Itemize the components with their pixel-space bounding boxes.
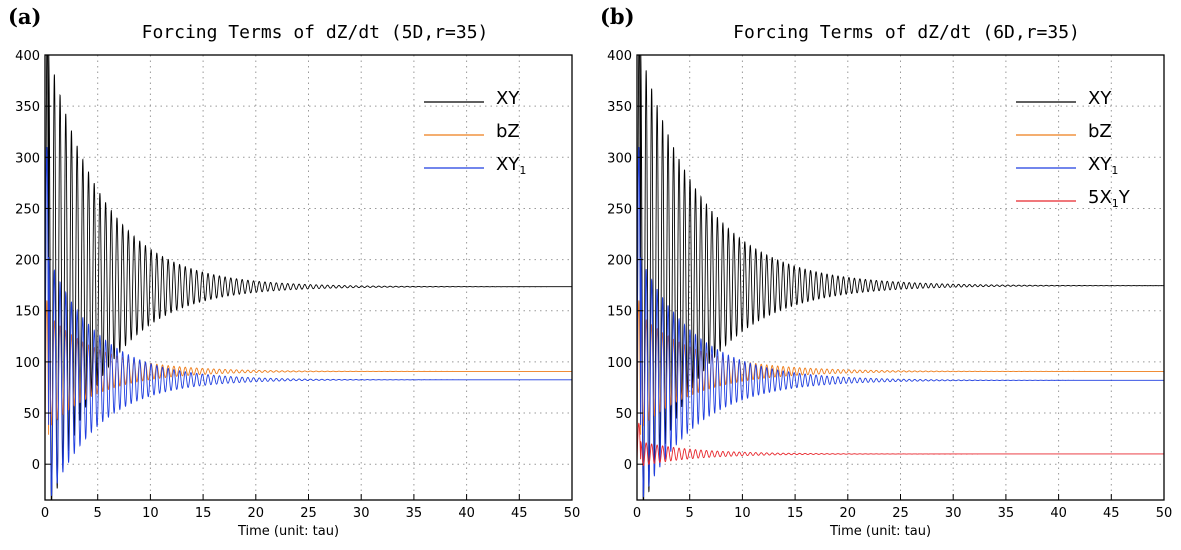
y-tick-label: 250	[607, 202, 632, 217]
x-tick-label: 35	[406, 506, 423, 521]
x-tick-label: 50	[1156, 506, 1173, 521]
chart-title: Forcing Terms of dZ/dt (6D,r=35)	[733, 22, 1080, 43]
x-tick-label: 10	[734, 506, 751, 521]
chart-title: Forcing Terms of dZ/dt (5D,r=35)	[141, 22, 489, 43]
y-tick-label: 0	[32, 458, 40, 473]
y-tick-label: 350	[15, 100, 40, 115]
panel-label: (b)	[600, 4, 635, 29]
x-tick-label: 5	[94, 506, 102, 521]
x-tick-label: 35	[998, 506, 1015, 521]
x-tick-label: 40	[1050, 506, 1067, 521]
chart-panel-a: (a) Forcing Terms of dZ/dt (5D,r=35) 0 5 1…	[0, 0, 590, 550]
legend-entry: XY1	[1088, 154, 1118, 177]
panel-label: (a)	[8, 4, 42, 29]
x-tick-label: 15	[195, 506, 212, 521]
x-tick-label: 40	[458, 506, 475, 521]
legend-entry: XY	[496, 88, 520, 109]
y-tick-label: 300	[607, 151, 632, 166]
y-tick-label: 50	[23, 407, 40, 422]
x-tick-label: 10	[142, 506, 159, 521]
x-axis-label: Time (unit: tau)	[829, 524, 931, 539]
series-line-3	[637, 422, 1164, 467]
x-tick-label: 0	[633, 506, 641, 521]
series-line-1	[637, 300, 1164, 446]
legend-entry: 5X1Y	[1088, 187, 1131, 210]
x-tick-label: 25	[892, 506, 909, 521]
y-tick-label: 100	[607, 356, 632, 371]
x-tick-label: 30	[353, 506, 370, 521]
series-group	[637, 55, 1164, 500]
y-tick-label: 0	[624, 458, 632, 473]
y-tick-label: 350	[607, 100, 632, 115]
series-line-0	[45, 55, 572, 500]
legend-entry: bZ	[496, 121, 520, 142]
y-tick-label: 150	[15, 305, 40, 320]
y-tick-label: 200	[607, 254, 632, 269]
x-tick-label: 50	[564, 506, 581, 521]
y-tick-label: 150	[607, 305, 632, 320]
legend-entry: XY	[1088, 88, 1112, 109]
y-tick-label: 300	[15, 151, 40, 166]
x-tick-label: 45	[511, 506, 528, 521]
chart-plot-area: 0 5 10 15 20 25 30 35 40 45 50 0 50 100 150 200 250 300 35…	[15, 49, 581, 539]
series-group	[45, 55, 572, 500]
x-tick-label: 0	[41, 506, 49, 521]
y-tick-label: 100	[15, 356, 40, 371]
y-tick-label: 250	[15, 202, 40, 217]
x-tick-label: 20	[248, 506, 265, 521]
series-line-2	[45, 147, 572, 496]
y-tick-label: 50	[615, 407, 632, 422]
series-line-2	[637, 147, 1164, 498]
series-line-0	[637, 55, 1164, 500]
legend-entry: bZ	[1088, 121, 1112, 142]
y-tick-label: 400	[607, 49, 632, 64]
x-axis-label: Time (unit: tau)	[237, 524, 339, 539]
x-tick-label: 30	[945, 506, 962, 521]
chart-panel-b: (b) Forcing Terms of dZ/dt (6D,r=35) 0 5 1…	[592, 0, 1181, 550]
x-tick-label: 25	[300, 506, 317, 521]
y-tick-label: 200	[15, 254, 40, 269]
x-tick-label: 5	[686, 506, 694, 521]
legend-entry: XY1	[496, 154, 526, 177]
x-tick-label: 20	[840, 506, 857, 521]
y-tick-label: 400	[15, 49, 40, 64]
x-tick-label: 15	[787, 506, 804, 521]
chart-plot-area: 0 5 10 15 20 25 30 35 40 45 50 0 50 100 150 200 250 300 35…	[607, 49, 1173, 539]
x-tick-label: 45	[1103, 506, 1120, 521]
